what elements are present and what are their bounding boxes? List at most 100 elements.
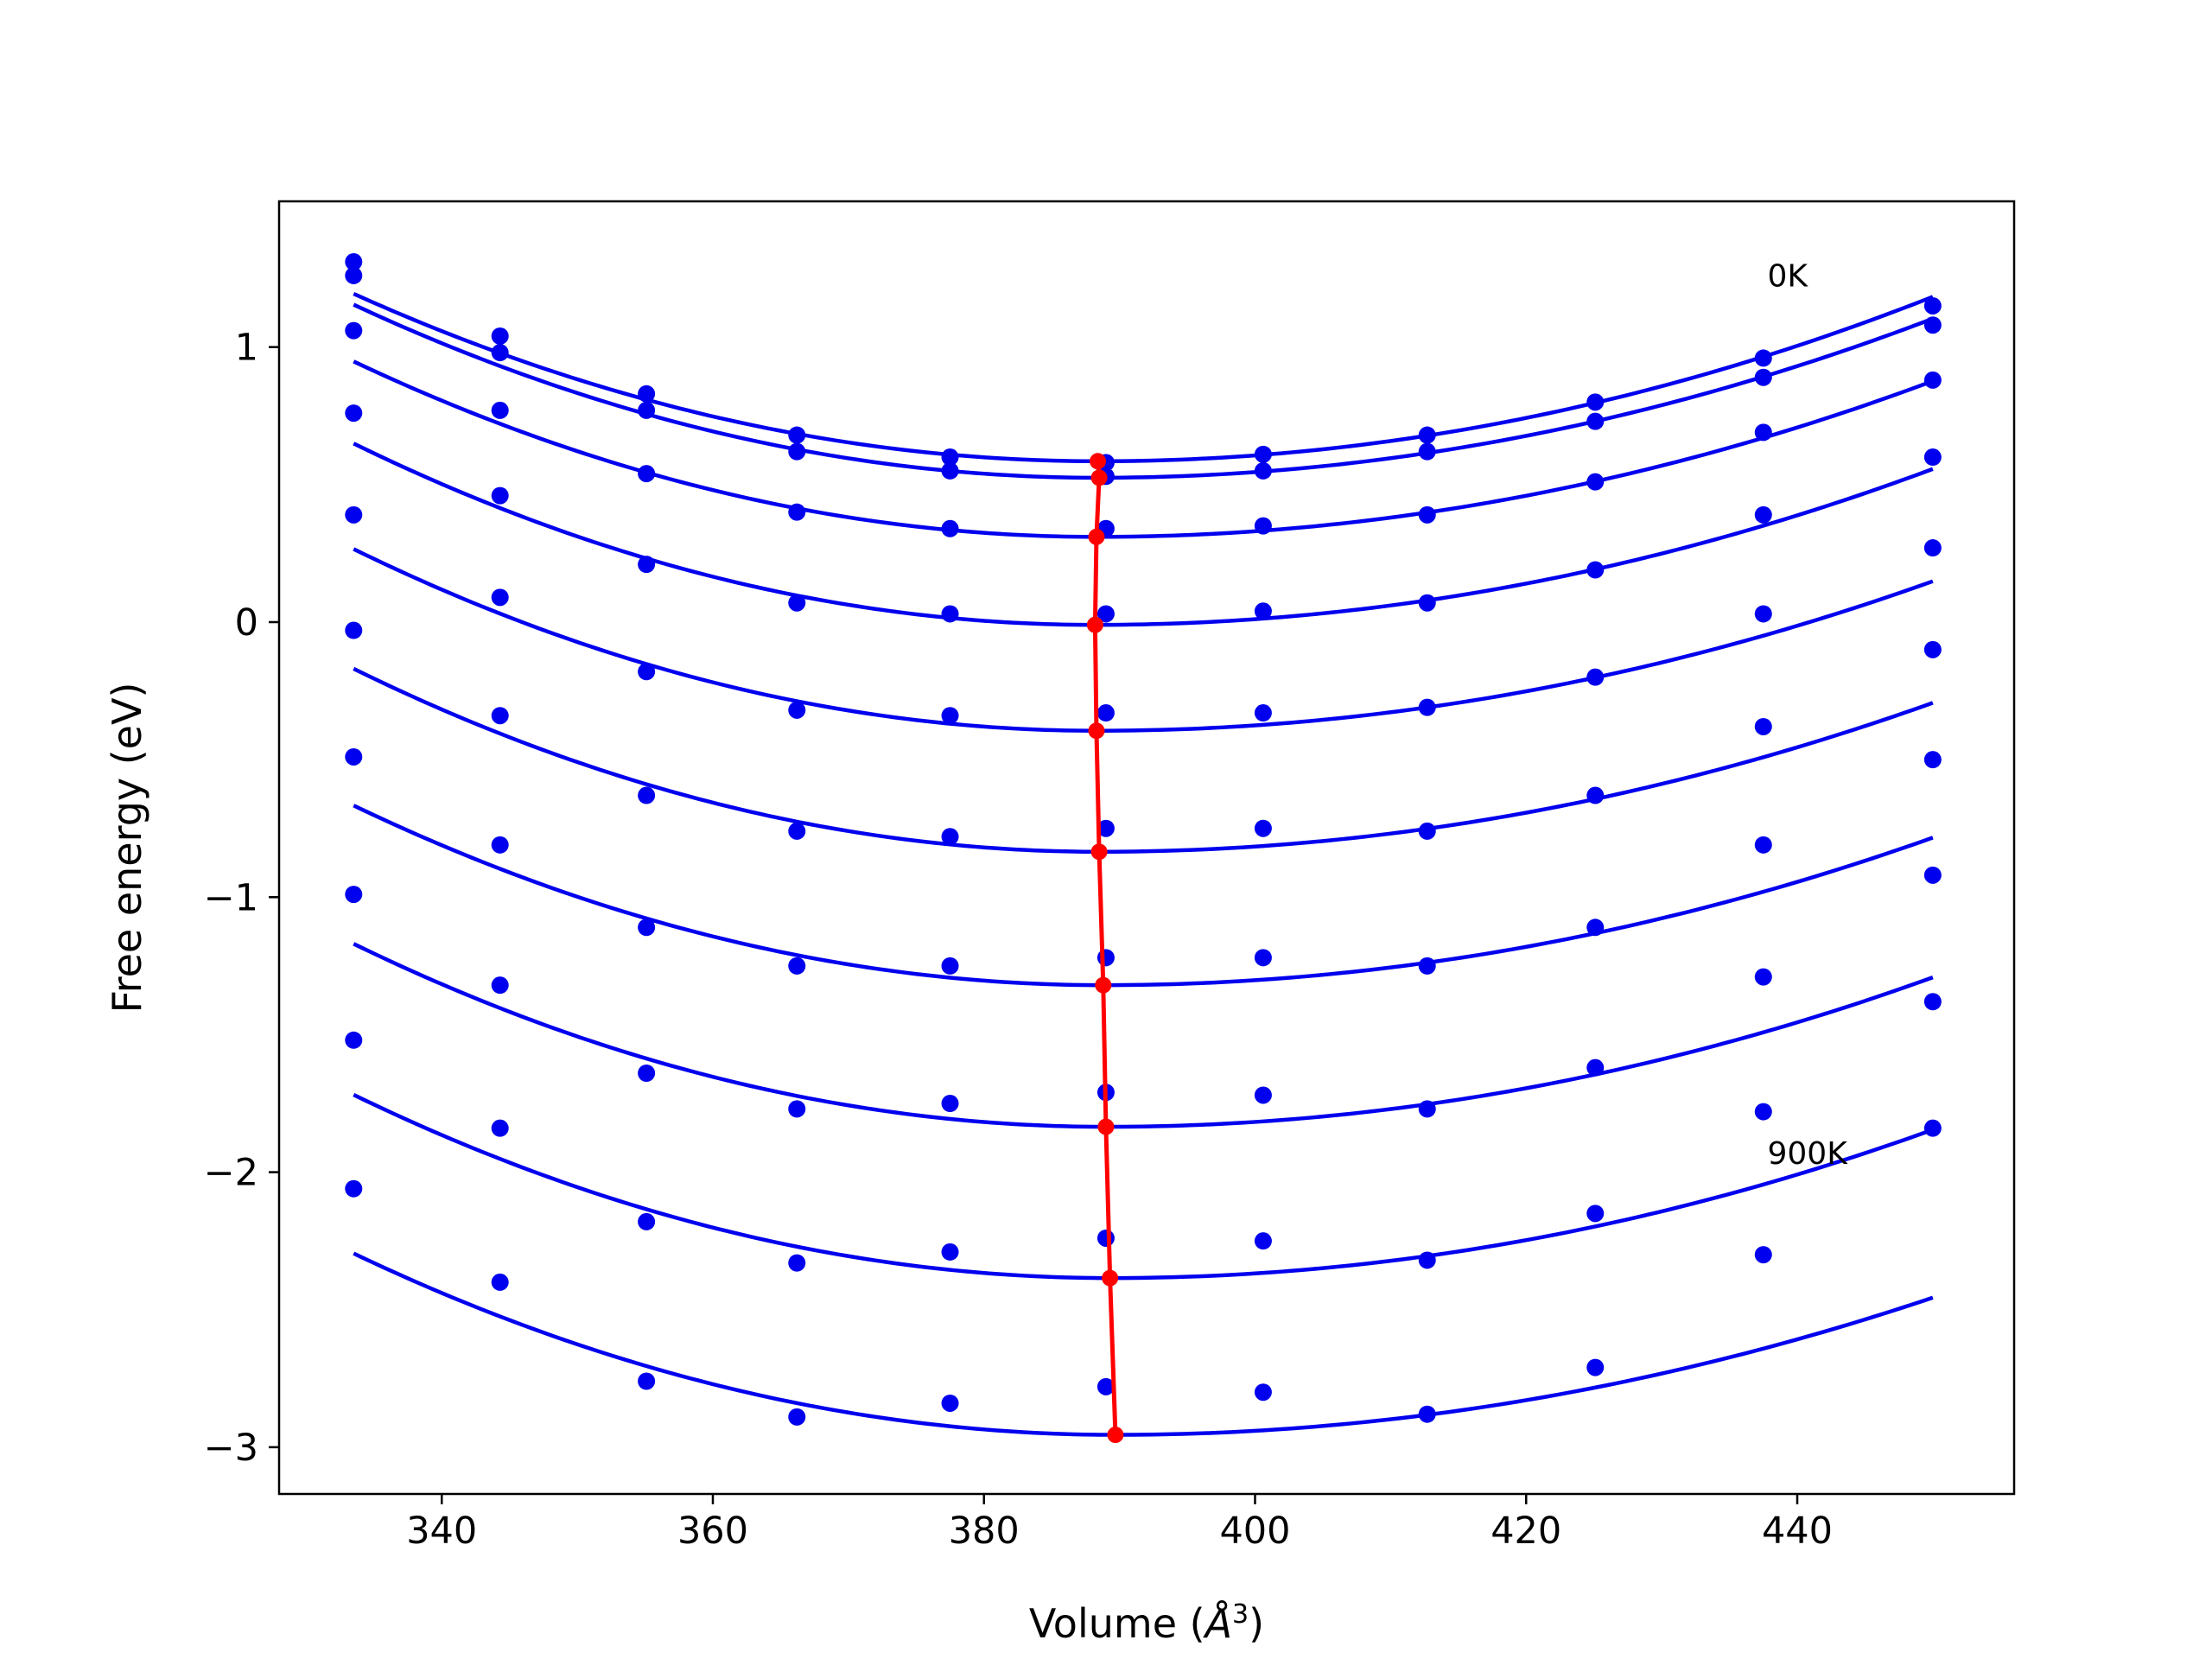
y-tick-label: 1 xyxy=(235,327,258,370)
x-axis-ticks: 340 360 380 400 420 440 xyxy=(406,1494,1833,1553)
data-point xyxy=(788,701,806,719)
annotation-label: 900K xyxy=(1767,1136,1848,1172)
data-point xyxy=(1586,918,1605,937)
data-point xyxy=(345,266,363,284)
data-point xyxy=(1254,602,1272,620)
fit-curve-5 xyxy=(353,666,1934,855)
data-point xyxy=(638,663,656,681)
data-point xyxy=(1586,561,1605,579)
data-point xyxy=(345,621,363,639)
fit-curve-3 xyxy=(353,442,1934,627)
data-point xyxy=(491,588,509,607)
data-point xyxy=(638,556,656,574)
data-point xyxy=(1418,594,1436,612)
data-point xyxy=(345,505,363,524)
x-tick-label: 380 xyxy=(949,1510,1020,1553)
data-point xyxy=(941,828,959,846)
data-point xyxy=(1754,505,1772,524)
data-point xyxy=(1418,822,1436,840)
fit-curve-2 xyxy=(353,359,1934,539)
data-point xyxy=(1254,704,1272,722)
data-point xyxy=(1254,819,1272,837)
data-point xyxy=(1254,445,1272,463)
fit-curve-0 xyxy=(353,291,1934,464)
data-point xyxy=(1923,751,1942,769)
data-point xyxy=(788,1408,806,1426)
data-point xyxy=(1418,1251,1436,1269)
data-point xyxy=(941,1394,959,1412)
minimum-point xyxy=(1090,453,1107,470)
data-point xyxy=(1754,368,1772,386)
data-point xyxy=(1923,371,1942,389)
y-tick-label: 0 xyxy=(235,601,258,645)
data-point xyxy=(345,404,363,423)
data-point xyxy=(788,1100,806,1118)
data-point xyxy=(1418,1405,1436,1423)
fit-curve-8 xyxy=(353,1093,1934,1281)
data-point xyxy=(788,503,806,521)
data-point xyxy=(788,957,806,975)
data-point xyxy=(638,385,656,403)
data-point xyxy=(1254,461,1272,480)
minimum-point xyxy=(1086,616,1103,633)
data-point xyxy=(1254,1086,1272,1104)
data-point xyxy=(1754,1246,1772,1264)
data-point xyxy=(491,344,509,362)
fit-curve-1 xyxy=(353,302,1934,480)
data-point xyxy=(1096,1377,1115,1395)
y-axis-label: Free energy (eV) xyxy=(104,683,150,1014)
annotations: 0K 900K xyxy=(1767,259,1848,1172)
data-point xyxy=(1254,949,1272,967)
data-point xyxy=(1586,473,1605,491)
plot-area xyxy=(345,253,1942,1444)
data-point xyxy=(1096,1229,1115,1247)
data-point xyxy=(941,707,959,725)
data-point xyxy=(638,1065,656,1083)
minimum-point xyxy=(1090,469,1108,486)
data-point xyxy=(788,442,806,461)
data-point xyxy=(638,1372,656,1390)
data-point xyxy=(941,1243,959,1261)
x-axis-label: Volume (Å3) xyxy=(1029,1599,1264,1648)
data-point xyxy=(788,594,806,612)
data-point xyxy=(345,886,363,904)
data-point xyxy=(1754,968,1772,986)
data-point xyxy=(1586,412,1605,430)
fit-curve-6 xyxy=(353,804,1934,988)
data-point xyxy=(1418,505,1436,524)
minimum-point xyxy=(1095,976,1112,994)
data-point xyxy=(491,1119,509,1137)
minimum-point xyxy=(1090,843,1108,861)
minimum-point xyxy=(1088,528,1105,545)
data-point xyxy=(1254,517,1272,535)
data-point xyxy=(941,957,959,975)
data-point xyxy=(1923,448,1942,467)
fit-curve-9 xyxy=(353,1251,1934,1437)
data-point xyxy=(491,976,509,995)
data-point xyxy=(1586,393,1605,411)
data-point xyxy=(1096,605,1115,623)
data-point xyxy=(1923,316,1942,334)
data-point xyxy=(491,1273,509,1291)
data-point xyxy=(941,448,959,467)
data-point xyxy=(491,707,509,725)
minimum-line xyxy=(1092,461,1118,1435)
data-point xyxy=(345,321,363,340)
data-point xyxy=(491,486,509,505)
data-point xyxy=(491,836,509,854)
data-point xyxy=(1754,605,1772,623)
data-point xyxy=(1754,1103,1772,1121)
data-point xyxy=(941,605,959,623)
data-point xyxy=(1418,957,1436,975)
data-point xyxy=(1754,349,1772,367)
y-tick-label: −2 xyxy=(204,1152,258,1195)
data-point xyxy=(1586,1205,1605,1223)
data-point xyxy=(345,1031,363,1049)
data-point xyxy=(345,747,363,766)
data-point xyxy=(1418,426,1436,444)
data-point xyxy=(1254,1383,1272,1402)
data-point xyxy=(638,918,656,937)
minimum-point xyxy=(1097,1118,1115,1135)
fit-curve-4 xyxy=(353,547,1934,733)
